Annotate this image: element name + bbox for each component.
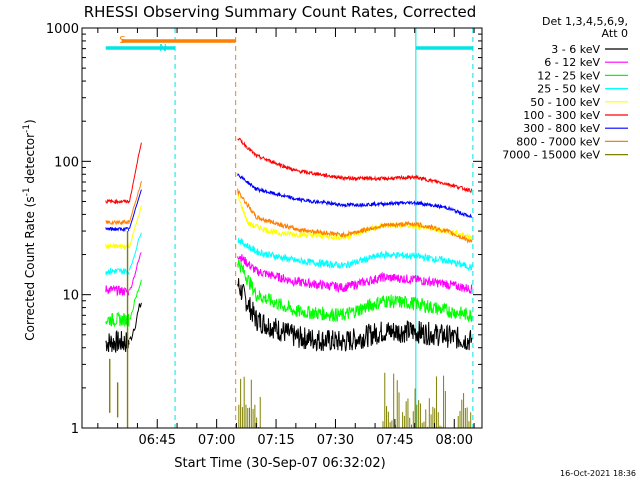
x-tick-label: 07:45	[376, 433, 413, 448]
series-12-25-kev-pre	[105, 311, 130, 328]
series-12-25-kev-rise	[129, 279, 142, 320]
x-tick-label: 08:00	[436, 433, 473, 448]
x-tick-label: 07:00	[198, 433, 235, 448]
series-50-100-kev-post	[237, 194, 473, 241]
legend-label: 6 - 12 keV	[544, 56, 600, 69]
series-25-50-kev-rise	[129, 232, 142, 271]
legend-header: Det 1,3,4,5,6,9, Att 0	[542, 15, 628, 40]
series-3-6-kev-post	[237, 278, 473, 352]
series-3-6-kev-rise	[129, 302, 142, 342]
series-100-300-kev-post	[237, 137, 473, 193]
series-6-12-kev-pre	[105, 284, 130, 297]
y-axis-label-main: Corrected Count Rate (s	[23, 196, 37, 340]
timestamp: 16-Oct-2021 18:36	[560, 469, 636, 478]
legend-label: 25 - 50 keV	[537, 83, 600, 96]
series-300-800-kev-rise	[129, 189, 142, 230]
flag-label-s: S	[119, 35, 125, 46]
y-axis-label-sup-2: -1	[22, 124, 32, 133]
series-3-6-kev-pre	[105, 329, 130, 353]
y-axis-label-sup-1: -1	[22, 187, 32, 196]
series-25-50-kev-post	[237, 238, 473, 272]
series-100-300-kev-pre	[105, 198, 130, 205]
y-axis-label: Corrected Count Rate (s-1 detector-1)	[22, 119, 37, 340]
flag-label-n: N	[159, 43, 166, 54]
legend-label: 50 - 100 keV	[530, 96, 600, 109]
legend-label: 7000 - 15000 keV	[502, 149, 600, 162]
x-tick-label: 07:15	[257, 433, 294, 448]
series-50-100-kev-pre	[105, 242, 130, 250]
axes: 1 10 100 1000 06:45 07:00 07:15 07:30 07:45 08:00	[46, 22, 483, 448]
legend-label: 100 - 300 keV	[523, 109, 600, 122]
y-tick-label: 100	[54, 155, 79, 170]
legend-label: 800 - 7000 keV	[516, 135, 600, 148]
y-tick-label: 10	[62, 289, 79, 304]
series-6-12-kev-post	[237, 254, 473, 294]
series-300-800-kev-post	[237, 172, 473, 218]
series-300-800-kev-pre	[105, 226, 130, 232]
y-axis-label-mid: detector	[23, 133, 37, 188]
series-6-12-kev-rise	[129, 252, 142, 291]
legend-header-line-1: Det 1,3,4,5,6,9,	[542, 15, 628, 28]
legend-label: 3 - 6 keV	[551, 43, 600, 56]
legend-label: 12 - 25 keV	[537, 69, 600, 82]
x-tick-label: 06:45	[139, 433, 176, 448]
x-axis-label: Start Time (30-Sep-07 06:32:02)	[174, 456, 385, 471]
legend-label: 300 - 800 keV	[523, 122, 600, 135]
series-12-25-kev-post	[237, 259, 473, 323]
y-tick-label: 1	[71, 422, 79, 437]
plot-frame	[81, 27, 483, 429]
series-25-50-kev-pre	[105, 267, 130, 277]
series-100-300-kev-rise	[129, 142, 142, 203]
x-tick-label: 07:30	[317, 433, 354, 448]
legend-header-line-2: Att 0	[602, 27, 628, 40]
y-tick-label: 1000	[46, 22, 79, 37]
series-800-7000-kev-pre	[105, 219, 130, 226]
y-axis-label-end: )	[23, 119, 37, 124]
series-800-7000-kev-post	[237, 188, 473, 244]
chart-title: RHESSI Observing Summary Count Rates, Co…	[84, 3, 477, 21]
series-800-7000-kev-rise	[129, 180, 142, 223]
plot-area: SN	[105, 28, 474, 428]
series-50-100-kev-rise	[129, 205, 142, 248]
